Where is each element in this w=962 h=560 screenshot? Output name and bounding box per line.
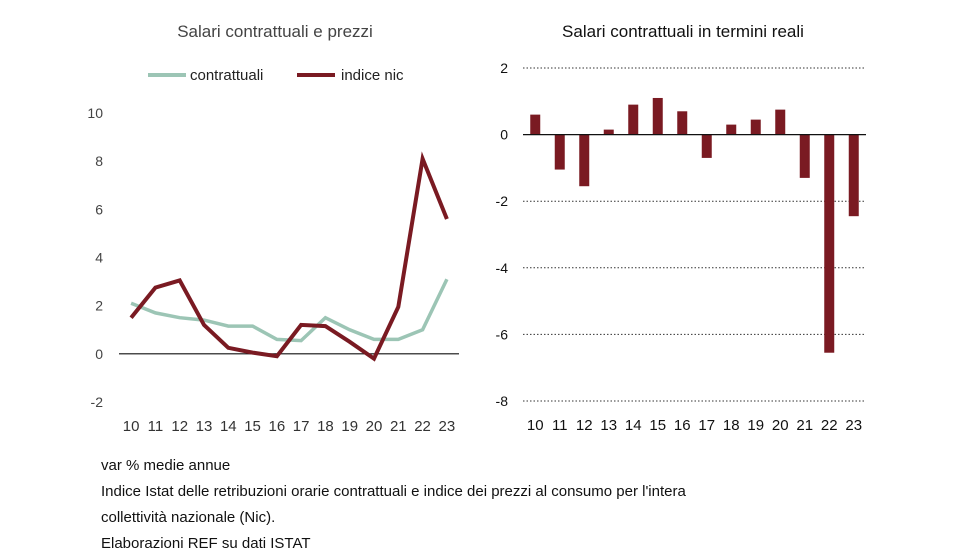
left-y-tick-label: 2 <box>95 298 103 314</box>
left-x-tick-label: 22 <box>414 418 431 435</box>
right-x-tick-label: 12 <box>576 417 593 434</box>
right-y-tick-label: 0 <box>500 127 508 143</box>
right-bars <box>530 97 859 353</box>
legend-label-indice-nic: indice nic <box>341 67 404 84</box>
right-x-tick-label: 10 <box>527 417 544 434</box>
right-bar-13 <box>603 129 614 135</box>
chart-notes: var % medie annue Indice Istat delle ret… <box>101 453 901 557</box>
right-x-tick-label: 22 <box>821 417 838 434</box>
right-x-tick-label: 16 <box>674 417 691 434</box>
left-x-tick-label: 20 <box>366 418 383 435</box>
right-bar-19 <box>750 119 761 135</box>
right-bar-21 <box>799 134 810 178</box>
right-bar-10 <box>530 114 541 135</box>
right-x-tick-label: 17 <box>698 417 715 434</box>
right-x-tick-label: 23 <box>845 417 862 434</box>
left-x-tick-label: 15 <box>244 418 261 435</box>
left-line-chart: Salari contrattuali e prezzi contrattual… <box>87 22 459 435</box>
note-description-1: Indice Istat delle retribuzioni orarie c… <box>101 483 686 500</box>
right-x-tick-label: 21 <box>796 417 813 434</box>
right-bar-22 <box>824 134 835 353</box>
right-bar-17 <box>701 134 712 158</box>
left-x-tick-label: 14 <box>220 418 237 435</box>
right-y-tick-label: -8 <box>496 393 509 409</box>
right-y-tick-label: 2 <box>500 60 508 76</box>
right-bar-23 <box>848 134 859 217</box>
right-x-tick-label: 13 <box>600 417 617 434</box>
note-unit: var % medie annue <box>101 457 231 474</box>
left-x-tick-label: 17 <box>293 418 310 435</box>
right-bar-18 <box>726 124 737 135</box>
right-bar-12 <box>579 134 590 187</box>
left-series-line-indice-nic <box>129 151 449 362</box>
left-x-tick-label: 19 <box>341 418 358 435</box>
right-y-tick-label: -4 <box>496 260 509 276</box>
right-x-tick-label: 18 <box>723 417 740 434</box>
right-bar-16 <box>677 111 688 135</box>
right-x-tick-label: 14 <box>625 417 642 434</box>
left-y-tick-label: 4 <box>95 250 103 266</box>
chart-figure: Salari contrattuali e prezzi contrattual… <box>87 22 866 435</box>
left-chart-legend: contrattuali indice nic <box>148 67 404 84</box>
left-y-tick-label: 10 <box>87 105 103 121</box>
right-bar-14 <box>628 104 639 135</box>
note-description-2: collettività nazionale (Nic). <box>101 509 276 526</box>
right-x-axis: 10 11 12 13 14 15 16 17 18 19 20 21 22 23 <box>527 417 862 434</box>
right-bar-11 <box>554 134 565 170</box>
right-gridlines <box>523 67 866 402</box>
left-x-tick-label: 10 <box>123 418 140 435</box>
left-x-tick-label: 16 <box>269 418 286 435</box>
left-x-tick-label: 21 <box>390 418 407 435</box>
right-x-tick-label: 19 <box>747 417 764 434</box>
left-chart-title: Salari contrattuali e prezzi <box>177 22 373 41</box>
left-y-axis: -2 0 2 4 6 8 10 <box>87 105 103 410</box>
right-x-tick-label: 20 <box>772 417 789 434</box>
left-y-tick-label: 0 <box>95 346 103 362</box>
left-y-tick-label: 8 <box>95 153 103 169</box>
left-series-lines <box>129 151 449 362</box>
right-x-tick-label: 11 <box>552 417 568 434</box>
right-x-tick-label: 15 <box>649 417 666 434</box>
left-y-tick-label: 6 <box>95 201 103 217</box>
right-y-tick-label: -2 <box>496 193 509 209</box>
note-source: Elaborazioni REF su dati ISTAT <box>101 535 311 552</box>
right-bar-20 <box>775 109 786 135</box>
left-x-tick-label: 12 <box>171 418 188 435</box>
right-y-tick-label: -6 <box>496 326 509 342</box>
left-x-tick-label: 23 <box>439 418 456 435</box>
left-x-tick-label: 13 <box>196 418 213 435</box>
legend-label-contrattuali: contrattuali <box>190 67 263 84</box>
right-bar-15 <box>652 97 663 135</box>
left-x-axis: 10 11 12 13 14 15 16 17 18 19 20 21 22 23 <box>123 418 455 435</box>
left-x-tick-label: 11 <box>148 418 164 435</box>
right-bar-chart: Salari contrattuali in termini reali -8-… <box>496 22 866 434</box>
right-chart-title: Salari contrattuali in termini reali <box>562 22 804 41</box>
left-y-tick-label: -2 <box>91 394 104 410</box>
left-x-tick-label: 18 <box>317 418 334 435</box>
right-y-axis: -8 -6 -4 -2 0 2 <box>496 60 509 409</box>
